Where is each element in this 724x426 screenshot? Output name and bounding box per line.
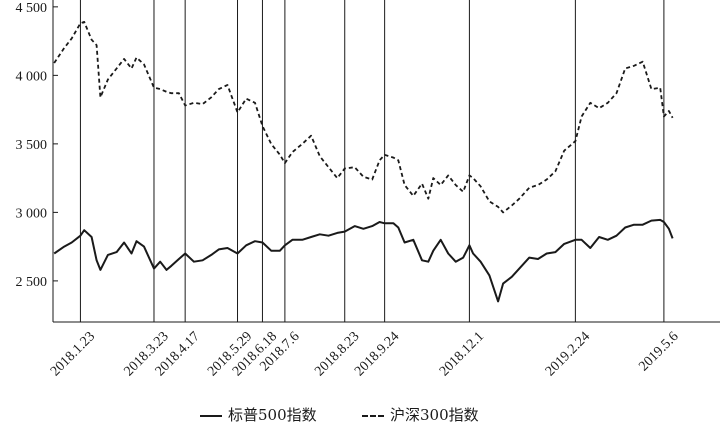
legend-label-hs300: 沪深300指数: [390, 406, 479, 424]
y-tick-label: 4 000: [16, 69, 48, 84]
series-lines: [53, 21, 674, 303]
chart-svg: 2 500 3 000 3 500 4 000 4 500 2018.1.23 2018.…: [16, 0, 720, 379]
legend-item-sp500: 标普500指数: [200, 404, 317, 425]
x-tick-label: 2018.1.23: [48, 329, 98, 379]
y-tick-label: 3 500: [16, 138, 48, 153]
chart-axes: [52, 0, 720, 323]
legend: 标普500指数 沪深300指数: [0, 400, 724, 424]
y-ticks: 2 500 3 000 3 500 4 000 4 500: [16, 1, 58, 290]
series-line-hs300: [53, 21, 674, 214]
y-tick-label: 4 500: [16, 1, 48, 16]
x-tick-label: 2019.5.6: [636, 329, 681, 374]
legend-item-hs300: 沪深300指数: [362, 404, 479, 425]
legend-label-sp500: 标普500指数: [228, 406, 317, 424]
legend-swatch-solid: [200, 415, 222, 417]
y-tick-label: 3 000: [16, 206, 48, 221]
legend-swatch-dashed: [362, 415, 384, 417]
x-tick-label: 2018.12.1: [437, 329, 487, 379]
y-tick-label: 2 500: [16, 275, 48, 290]
x-tick-label: 2018.9.24: [352, 329, 402, 379]
x-tick-label: 2019.2.24: [543, 329, 593, 379]
series-line-sp500: [53, 218, 674, 303]
